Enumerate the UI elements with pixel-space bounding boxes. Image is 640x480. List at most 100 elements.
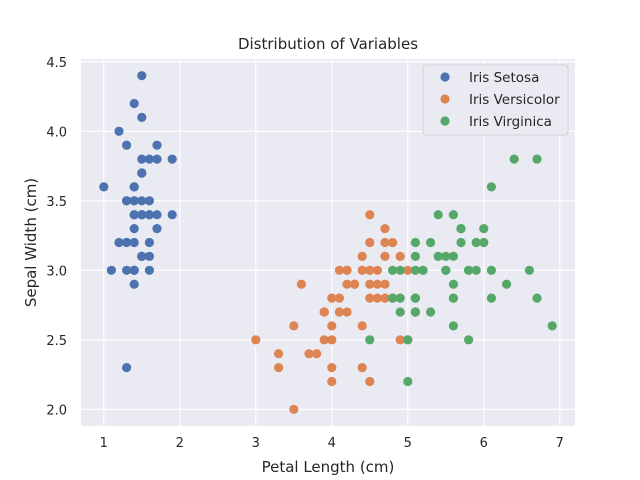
scatter-point-series-3 <box>426 238 435 247</box>
scatter-point-series-1 <box>107 266 116 275</box>
scatter-point-series-2 <box>327 321 336 330</box>
x-tick-label: 4 <box>328 436 336 451</box>
scatter-point-series-2 <box>388 238 397 247</box>
scatter-point-series-3 <box>411 294 420 303</box>
scatter-point-series-2 <box>358 252 367 261</box>
scatter-point-series-1 <box>130 182 139 191</box>
scatter-point-series-3 <box>388 294 397 303</box>
x-tick-label: 2 <box>176 436 184 451</box>
legend-label: Iris Virginica <box>469 114 552 130</box>
scatter-point-series-2 <box>327 377 336 386</box>
scatter-point-series-3 <box>449 294 458 303</box>
scatter-point-series-2 <box>274 349 283 358</box>
scatter-point-series-2 <box>350 280 359 289</box>
scatter-point-series-1 <box>145 238 154 247</box>
scatter-point-series-2 <box>335 294 344 303</box>
legend: Iris Setosa Iris Versicolor Iris Virginica <box>423 65 568 135</box>
y-tick-label: 4.0 <box>46 125 67 140</box>
x-tick-label: 6 <box>480 436 488 451</box>
scatter-point-series-3 <box>426 307 435 316</box>
scatter-point-series-2 <box>396 252 405 261</box>
x-tick-label: 3 <box>252 436 260 451</box>
scatter-point-series-2 <box>342 307 351 316</box>
scatter-point-series-3 <box>502 280 511 289</box>
scatter-point-series-3 <box>487 266 496 275</box>
scatter-point-series-1 <box>122 196 131 205</box>
x-tick-label: 1 <box>100 436 108 451</box>
y-axis-label: Sepal Width (cm) <box>22 178 40 307</box>
chart-title: Distribution of Variables <box>238 35 418 53</box>
scatter-point-series-3 <box>479 224 488 233</box>
scatter-point-series-1 <box>152 224 161 233</box>
scatter-point-series-3 <box>449 210 458 219</box>
scatter-point-series-3 <box>434 210 443 219</box>
scatter-point-series-2 <box>327 363 336 372</box>
scatter-point-series-3 <box>464 266 473 275</box>
scatter-point-series-1 <box>130 238 139 247</box>
scatter-point-series-3 <box>472 238 481 247</box>
scatter-point-series-3 <box>411 266 420 275</box>
scatter-point-series-1 <box>137 252 146 261</box>
scatter-point-series-3 <box>532 154 541 163</box>
scatter-point-series-2 <box>358 321 367 330</box>
scatter-point-series-2 <box>251 335 260 344</box>
scatter-point-series-1 <box>145 154 154 163</box>
x-tick-labels: 1 2 3 4 5 6 7 <box>100 436 564 451</box>
scatter-point-series-3 <box>449 280 458 289</box>
x-axis-label: Petal Length (cm) <box>262 458 395 476</box>
scatter-point-series-1 <box>168 154 177 163</box>
scatter-point-series-2 <box>327 335 336 344</box>
scatter-point-series-2 <box>380 224 389 233</box>
scatter-point-series-2 <box>274 363 283 372</box>
scatter-point-series-3 <box>365 335 374 344</box>
scatter-point-series-2 <box>373 266 382 275</box>
scatter-point-series-2 <box>289 405 298 414</box>
y-tick-label: 2.5 <box>46 334 67 349</box>
scatter-point-series-1 <box>122 363 131 372</box>
scatter-point-series-3 <box>411 238 420 247</box>
scatter-point-series-1 <box>137 71 146 80</box>
scatter-point-series-2 <box>289 321 298 330</box>
scatter-point-series-1 <box>137 113 146 122</box>
scatter-point-series-2 <box>304 349 313 358</box>
scatter-point-series-2 <box>342 266 351 275</box>
scatter-point-series-3 <box>411 252 420 261</box>
scatter-point-series-2 <box>365 280 374 289</box>
scatter-point-series-3 <box>548 321 557 330</box>
scatter-point-series-2 <box>365 238 374 247</box>
scatter-point-series-3 <box>456 224 465 233</box>
legend-label: Iris Versicolor <box>469 92 560 108</box>
x-tick-label: 5 <box>404 436 412 451</box>
scatter-point-series-3 <box>411 307 420 316</box>
scatter-point-series-2 <box>365 210 374 219</box>
scatter-point-series-3 <box>487 294 496 303</box>
scatter-point-series-2 <box>380 280 389 289</box>
y-tick-label: 3.5 <box>46 195 67 210</box>
scatter-point-series-1 <box>130 280 139 289</box>
scatter-point-series-1 <box>99 182 108 191</box>
scatter-point-series-3 <box>449 321 458 330</box>
scatter-point-series-1 <box>137 168 146 177</box>
scatter-point-series-2 <box>365 294 374 303</box>
scatter-point-series-3 <box>441 266 450 275</box>
scatter-point-series-3 <box>388 266 397 275</box>
scatter-point-series-1 <box>130 266 139 275</box>
scatter-point-series-1 <box>152 141 161 150</box>
x-tick-label: 7 <box>556 436 564 451</box>
scatter-point-series-1 <box>145 196 154 205</box>
scatter-point-series-1 <box>130 99 139 108</box>
scatter-point-series-1 <box>122 141 131 150</box>
scatter-point-series-3 <box>525 266 534 275</box>
scatter-point-series-1 <box>145 266 154 275</box>
scatter-point-series-2 <box>380 252 389 261</box>
scatter-point-series-2 <box>320 307 329 316</box>
legend-marker <box>440 116 449 125</box>
scatter-point-series-2 <box>297 280 306 289</box>
scatter-point-series-3 <box>449 252 458 261</box>
legend-label: Iris Setosa <box>469 70 539 86</box>
y-tick-label: 4.5 <box>46 56 67 71</box>
scatter-point-series-3 <box>434 252 443 261</box>
scatter-point-series-3 <box>487 182 496 191</box>
scatter-point-series-2 <box>358 363 367 372</box>
